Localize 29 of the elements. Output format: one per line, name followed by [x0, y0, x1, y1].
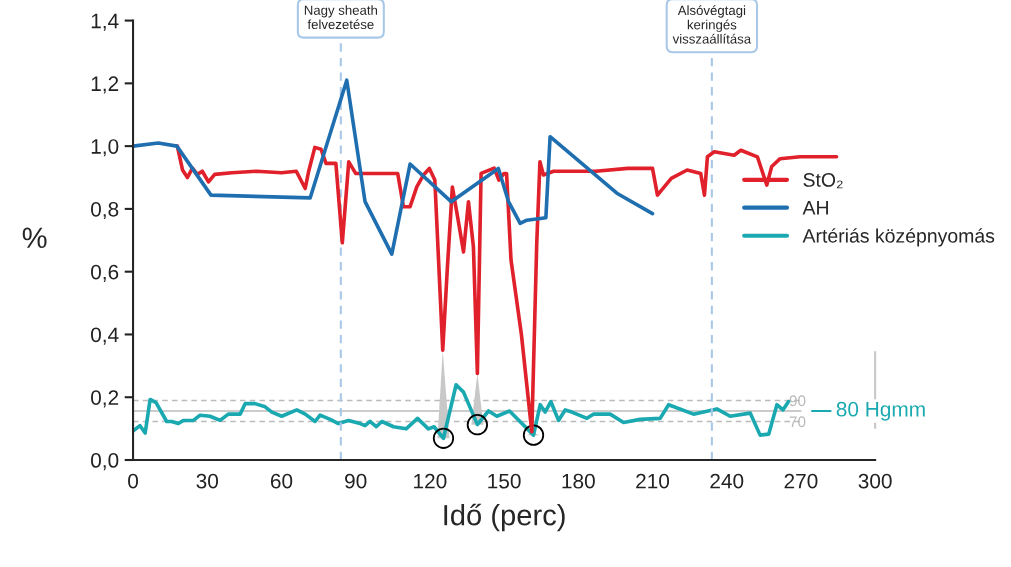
- x-tick-label: 270: [784, 473, 818, 489]
- x-tick-label: 180: [562, 473, 595, 489]
- y-tick-label: 1,0: [91, 139, 119, 157]
- y2-tick-label: 70: [789, 416, 806, 428]
- x-tick-label: 300: [858, 473, 892, 489]
- y-tick-label: 0,4: [91, 327, 119, 345]
- ref-line-label: Alsóvégtagi keringés visszaállítása: [672, 5, 752, 44]
- y-axis-title: %: [22, 227, 47, 249]
- legend-label: AH: [802, 201, 828, 215]
- y-tick-label: 0,0: [91, 453, 119, 471]
- x-tick-label: 210: [636, 473, 670, 489]
- legend-label: Artériás középnyomás: [802, 228, 995, 247]
- ref-line-label: Nagy sheath felvezetése: [304, 5, 378, 30]
- x-tick-label: 150: [488, 473, 521, 489]
- x-axis-title: Idő (perc): [444, 503, 565, 532]
- x-tick-label: 0: [128, 473, 139, 489]
- x-tick-label: 240: [710, 473, 744, 489]
- x-tick-label: 30: [196, 473, 219, 489]
- x-tick-label: 60: [270, 473, 293, 489]
- ref-line-label: 80 Hgmm: [836, 401, 925, 421]
- x-tick-label: 120: [414, 473, 447, 489]
- y-tick-label: 0,6: [91, 264, 119, 282]
- y-tick-label: 0,2: [91, 390, 119, 408]
- x-tick-label: 90: [345, 473, 367, 489]
- y-tick-label: 1,4: [91, 13, 119, 31]
- y-tick-label: 0,8: [91, 201, 119, 220]
- y2-tick-label: 90: [789, 395, 806, 407]
- legend-label: StO₂: [803, 173, 843, 189]
- y-tick-label: 1,2: [91, 76, 119, 94]
